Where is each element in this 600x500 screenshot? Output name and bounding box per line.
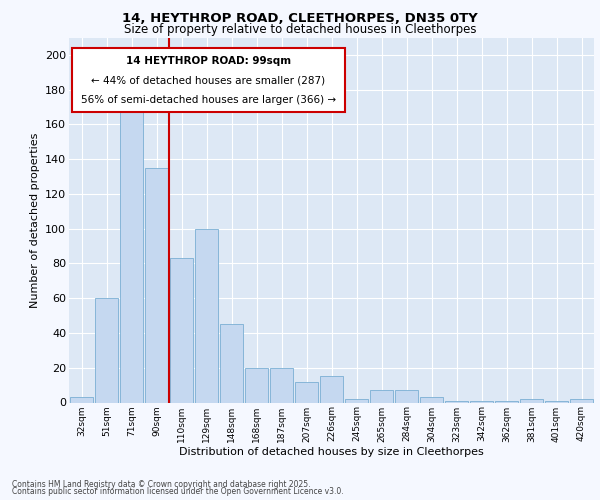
Bar — [269, 368, 293, 402]
Bar — [419, 398, 443, 402]
Bar — [545, 401, 568, 402]
Text: Contains HM Land Registry data © Crown copyright and database right 2025.: Contains HM Land Registry data © Crown c… — [12, 480, 311, 489]
Bar — [245, 368, 268, 402]
Bar — [445, 401, 469, 402]
Y-axis label: Number of detached properties: Number of detached properties — [29, 132, 40, 308]
Bar — [395, 390, 418, 402]
X-axis label: Distribution of detached houses by size in Cleethorpes: Distribution of detached houses by size … — [179, 447, 484, 457]
FancyBboxPatch shape — [71, 48, 344, 112]
Bar — [170, 258, 193, 402]
Text: 14, HEYTHROP ROAD, CLEETHORPES, DN35 0TY: 14, HEYTHROP ROAD, CLEETHORPES, DN35 0TY — [122, 12, 478, 25]
Bar — [494, 401, 518, 402]
Text: 14 HEYTHROP ROAD: 99sqm: 14 HEYTHROP ROAD: 99sqm — [125, 56, 290, 66]
Bar — [220, 324, 244, 402]
Bar — [145, 168, 169, 402]
Bar — [569, 399, 593, 402]
Bar — [119, 112, 143, 403]
Bar — [70, 398, 94, 402]
Bar — [194, 228, 218, 402]
Bar — [344, 399, 368, 402]
Bar — [320, 376, 343, 402]
Bar — [520, 399, 544, 402]
Bar — [295, 382, 319, 402]
Text: Contains public sector information licensed under the Open Government Licence v3: Contains public sector information licen… — [12, 487, 344, 496]
Bar — [95, 298, 118, 403]
Text: 56% of semi-detached houses are larger (366) →: 56% of semi-detached houses are larger (… — [80, 95, 335, 105]
Text: Size of property relative to detached houses in Cleethorpes: Size of property relative to detached ho… — [124, 22, 476, 36]
Bar — [470, 401, 493, 402]
Bar — [370, 390, 394, 402]
Text: ← 44% of detached houses are smaller (287): ← 44% of detached houses are smaller (28… — [91, 76, 325, 86]
